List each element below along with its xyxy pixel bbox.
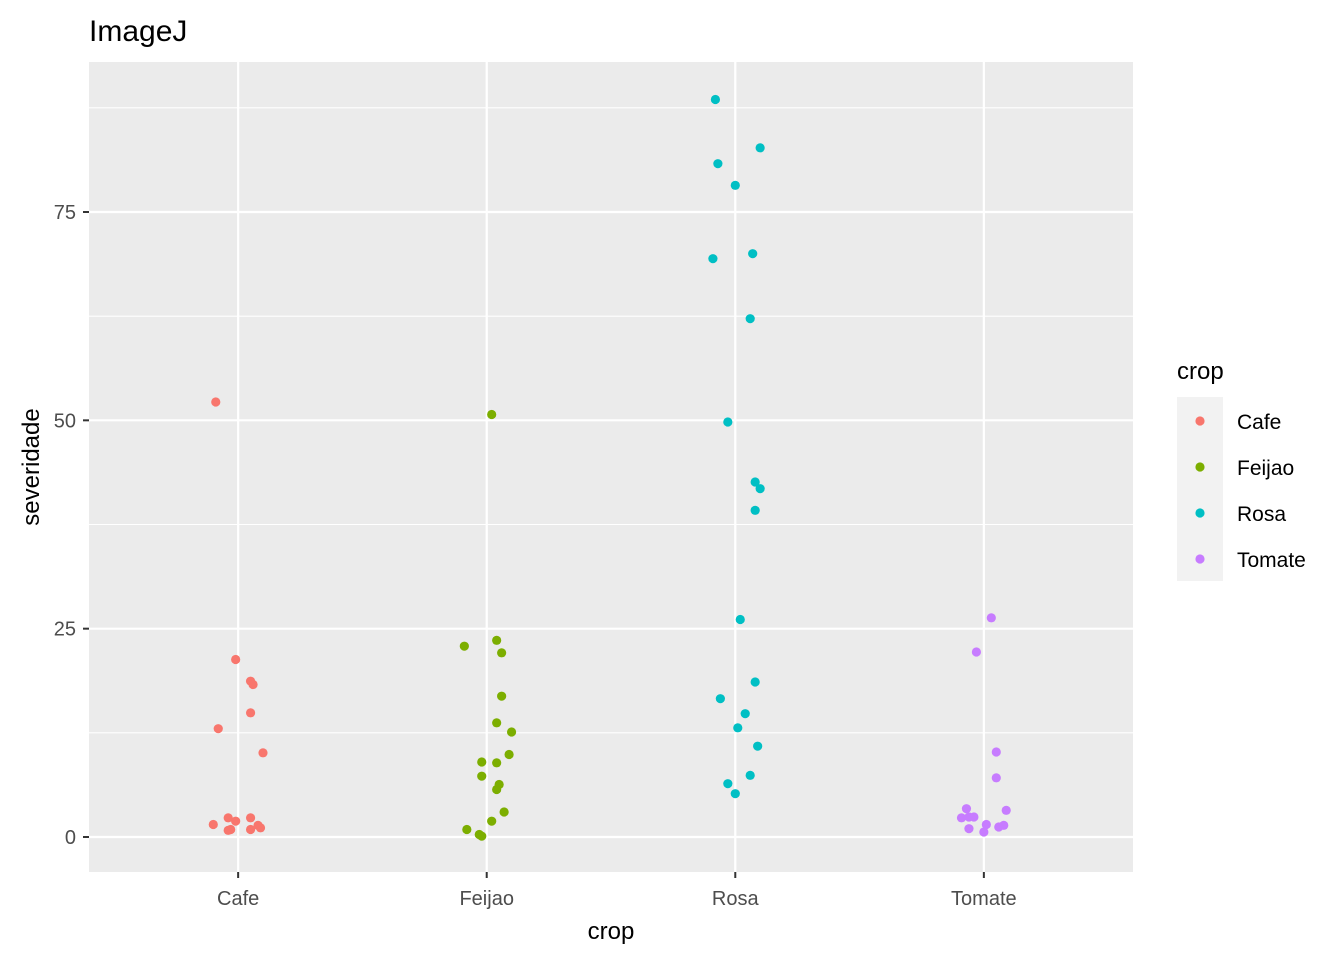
- y-tick-label: 75: [54, 202, 76, 224]
- data-point: [208, 819, 218, 830]
- data-point: [979, 827, 989, 837]
- y-tick-label: 50: [54, 410, 76, 432]
- data-point: [492, 758, 502, 768]
- data-point: [971, 647, 982, 657]
- axis-layer: 0 25 50 75 Cafe Feijao Rosa Tomate: [54, 202, 1017, 910]
- data-point: [964, 812, 974, 822]
- data-point: [255, 823, 266, 833]
- data-point: [504, 749, 514, 760]
- data-point: [248, 679, 258, 690]
- legend-items: Cafe Feijao Rosa Tomate: [1195, 411, 1306, 572]
- data-point: [715, 694, 725, 704]
- data-point: [497, 691, 507, 701]
- chart-title: ImageJ: [89, 15, 187, 48]
- data-point: [730, 789, 740, 799]
- data-point: [231, 816, 241, 826]
- data-point: [750, 505, 760, 515]
- data-point: [487, 816, 497, 826]
- data-point: [477, 757, 487, 767]
- y-axis-title: severidade: [18, 408, 45, 525]
- data-point: [710, 94, 721, 105]
- data-point: [750, 477, 760, 487]
- data-point: [740, 709, 750, 719]
- legend-label: Tomate: [1237, 549, 1306, 572]
- points-layer: [208, 94, 1011, 841]
- data-point: [226, 824, 236, 835]
- data-point: [748, 249, 758, 259]
- legend-key-marker: [1195, 508, 1205, 518]
- data-point: [497, 648, 507, 658]
- data-point: [986, 613, 996, 623]
- data-point: [223, 813, 233, 823]
- data-point: [462, 824, 472, 835]
- data-point: [492, 635, 502, 645]
- data-point: [708, 254, 718, 264]
- data-point: [245, 824, 256, 835]
- data-point: [492, 718, 502, 728]
- x-tick-label: Rosa: [712, 888, 760, 910]
- data-point: [755, 143, 765, 153]
- data-point: [499, 807, 509, 817]
- legend-key-background: [1177, 397, 1223, 581]
- data-point: [506, 727, 517, 737]
- data-point: [964, 824, 974, 834]
- plot-panel: [89, 62, 1133, 872]
- data-point: [981, 819, 991, 830]
- data-point: [755, 484, 765, 494]
- y-tick-label: 25: [54, 619, 76, 641]
- data-point: [1001, 805, 1011, 815]
- grid-layer: [89, 62, 1133, 872]
- data-point: [487, 409, 497, 420]
- legend-title: crop: [1177, 358, 1224, 385]
- data-point: [735, 614, 745, 625]
- data-point: [994, 822, 1004, 832]
- legend-label: Feijao: [1237, 457, 1294, 480]
- data-point: [750, 677, 760, 687]
- x-tick-label: Cafe: [217, 888, 259, 910]
- legend-key-marker: [1195, 416, 1205, 426]
- data-point: [477, 771, 487, 781]
- legend-key-marker: [1195, 462, 1205, 472]
- data-point: [713, 159, 723, 169]
- legend-label: Rosa: [1237, 503, 1286, 526]
- data-point: [745, 314, 755, 324]
- data-point: [991, 747, 1001, 757]
- data-point: [991, 773, 1001, 783]
- data-point: [753, 741, 763, 751]
- x-axis-title: crop: [588, 918, 635, 945]
- x-tick-label: Tomate: [951, 888, 1017, 910]
- data-point: [956, 813, 967, 823]
- data-point: [733, 723, 743, 733]
- y-tick-label: 0: [65, 827, 76, 849]
- legend-key-marker: [1195, 554, 1205, 564]
- x-tick-label: Feijao: [459, 888, 513, 910]
- data-point: [258, 748, 268, 758]
- data-point: [231, 654, 241, 665]
- data-point: [492, 784, 502, 795]
- data-point: [211, 397, 221, 407]
- data-point: [961, 804, 972, 814]
- legend: crop Cafe Feijao Rosa Tomate: [1177, 358, 1306, 581]
- legend-label: Cafe: [1237, 411, 1281, 434]
- data-point: [730, 180, 740, 190]
- data-point: [459, 641, 469, 651]
- data-point: [213, 724, 223, 734]
- data-point: [245, 813, 256, 823]
- data-point: [745, 770, 755, 780]
- data-point: [723, 779, 733, 789]
- data-point: [477, 831, 487, 841]
- data-point: [723, 417, 733, 427]
- data-point: [245, 708, 256, 718]
